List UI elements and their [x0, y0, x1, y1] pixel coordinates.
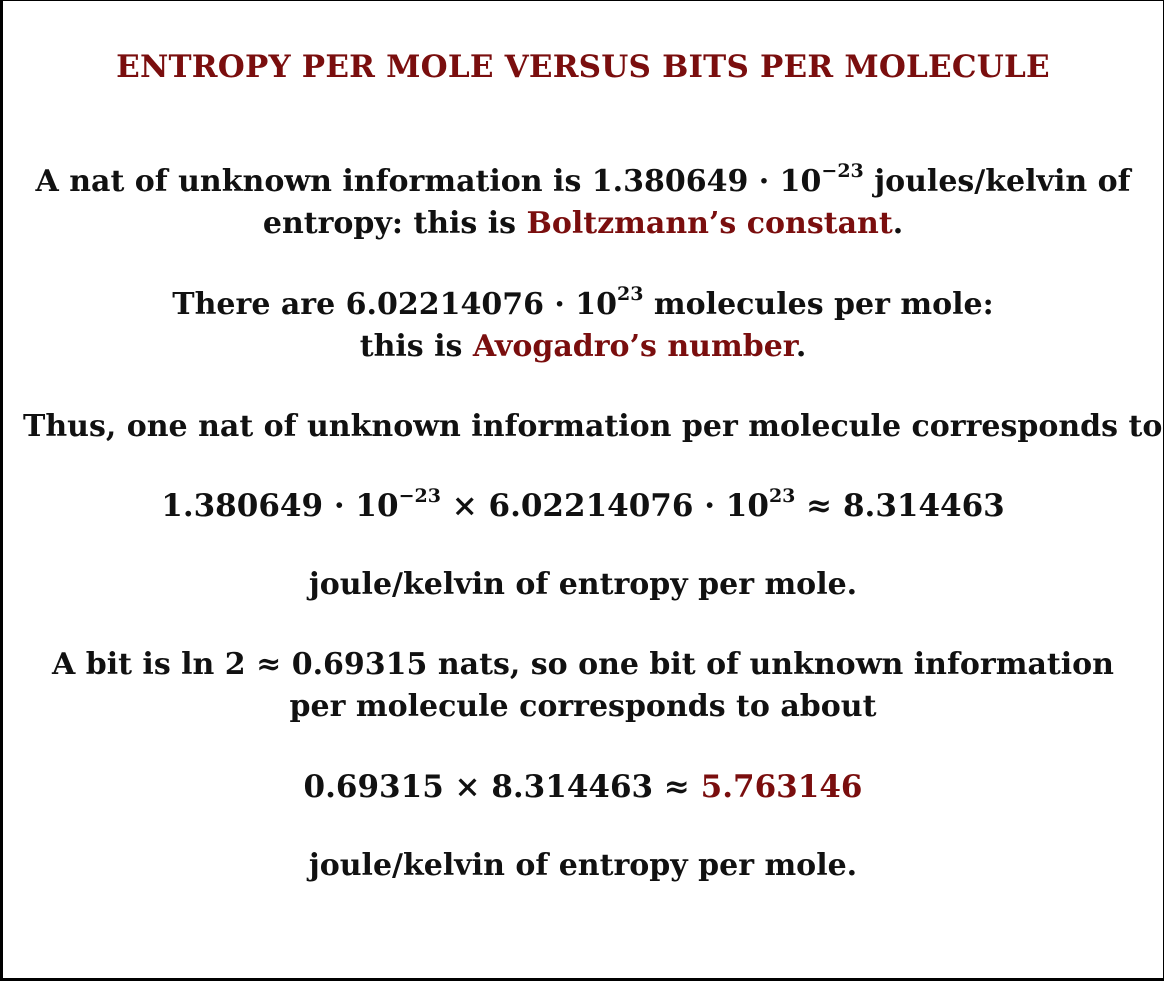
bit-equation: 0.69315 × 8.314463 ≈ 5.763146	[3, 766, 1163, 808]
boltzmann-text-b: joules/kelvin of	[863, 164, 1131, 199]
bit-line-2: per molecule corresponds to about	[289, 689, 877, 724]
nat-equation-exponent-2: 23	[768, 484, 796, 507]
boltzmann-text-c: entropy: this is	[262, 206, 527, 241]
boltzmann-text-d: .	[892, 206, 904, 241]
bit-equation-part-1: 0.69315 × 8.314463 ≈	[303, 769, 701, 805]
nat-per-molecule-paragraph: Thus, one nat of unknown information per…	[23, 406, 1163, 448]
boltzmann-line-1: A nat of unknown information is 1.380649…	[23, 161, 1143, 203]
avogadro-text-a: There are 6.02214076 · 10	[172, 287, 618, 322]
avogadro-line-2: this is Avogadro’s number.	[23, 326, 1143, 368]
avogadro-paragraph: There are 6.02214076 · 1023 molecules pe…	[23, 284, 1143, 368]
boltzmann-exponent: −23	[821, 160, 864, 182]
boltzmann-paragraph: A nat of unknown information is 1.380649…	[23, 161, 1143, 245]
nat-units-text: joule/kelvin of entropy per mole.	[308, 567, 858, 602]
bit-line-1: A bit is ln 2 ≈ 0.69315 nats, so one bit…	[52, 647, 1114, 682]
avogadro-text-d: .	[795, 329, 807, 364]
nat-equation-exponent-1: −23	[398, 484, 441, 507]
nat-equation-part-3: ≈ 8.314463	[795, 488, 1005, 524]
avogadro-line-1: There are 6.02214076 · 1023 molecules pe…	[23, 284, 1143, 326]
avogadro-text-b: molecules per mole:	[643, 287, 994, 322]
avogadro-exponent: 23	[617, 283, 644, 305]
slide-title: ENTROPY PER MOLE VERSUS BITS PER MOLECUL…	[116, 49, 1050, 85]
avogadro-text-c: this is	[359, 329, 473, 364]
boltzmann-line-2: entropy: this is Boltzmann’s constant.	[23, 203, 1143, 245]
nat-equation-part-2: × 6.02214076 · 10	[440, 488, 769, 524]
bit-units-text: joule/kelvin of entropy per mole.	[308, 848, 858, 883]
nat-equation-part-1: 1.380649 · 10	[161, 488, 399, 524]
boltzmann-text-a: A nat of unknown information is 1.380649…	[35, 164, 822, 199]
boltzmann-constant-link[interactable]: Boltzmann’s constant	[526, 206, 893, 241]
nat-per-molecule-text: Thus, one nat of unknown information per…	[23, 409, 1163, 444]
nat-equation: 1.380649 · 10−23 × 6.02214076 · 1023 ≈ 8…	[3, 485, 1163, 527]
bit-equation-result: 5.763146	[700, 769, 863, 805]
bit-units-paragraph: joule/kelvin of entropy per mole.	[23, 845, 1143, 887]
avogadro-number-link[interactable]: Avogadro’s number	[472, 329, 796, 364]
bit-paragraph: A bit is ln 2 ≈ 0.69315 nats, so one bit…	[23, 644, 1143, 728]
nat-units-paragraph: joule/kelvin of entropy per mole.	[23, 564, 1143, 606]
